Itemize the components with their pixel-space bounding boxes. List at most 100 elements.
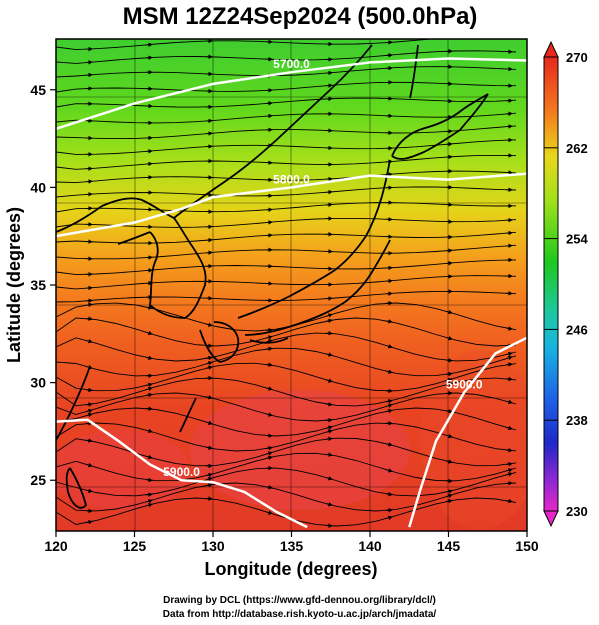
wind-arrow bbox=[145, 305, 153, 310]
y-axis-label: Latitude (degrees) bbox=[4, 207, 24, 363]
wind-arrow bbox=[145, 330, 153, 336]
streamline bbox=[56, 112, 517, 124]
x-tick-label: 135 bbox=[280, 538, 304, 554]
wind-arrow bbox=[325, 476, 333, 481]
wind-arrow bbox=[145, 499, 153, 504]
streamline bbox=[56, 452, 517, 482]
contour-label: 5900.0 bbox=[446, 377, 483, 391]
wind-arrow bbox=[85, 519, 93, 525]
wind-arrow bbox=[325, 429, 333, 434]
contour-line bbox=[56, 172, 527, 238]
wind-arrow bbox=[505, 498, 513, 504]
wind-arrow bbox=[205, 482, 213, 488]
y-axis: 25 30 35 40 45 bbox=[30, 82, 56, 488]
ryukyu-coast bbox=[179, 397, 197, 433]
wind-arrow bbox=[505, 355, 513, 361]
wind-arrow bbox=[325, 83, 333, 88]
warm-patch bbox=[420, 350, 527, 530]
wind-arrow bbox=[145, 382, 153, 388]
colorbar-label: 262 bbox=[566, 141, 588, 156]
wind-arrow bbox=[145, 428, 153, 434]
wind-arrow bbox=[265, 510, 273, 515]
kyushu-coast bbox=[199, 321, 240, 363]
wind-arrow bbox=[325, 425, 333, 430]
wind-arrow bbox=[265, 445, 273, 451]
x-tick-label: 145 bbox=[437, 538, 461, 554]
wind-arrow bbox=[85, 338, 93, 344]
hokkaido-coast bbox=[391, 93, 489, 160]
wind-arrow bbox=[445, 433, 453, 439]
wind-arrow bbox=[505, 111, 513, 117]
x-axis: 120 125 130 135 140 145 150 bbox=[44, 531, 539, 554]
colorbar-label: 246 bbox=[566, 322, 588, 337]
wind-arrow bbox=[145, 502, 153, 508]
streamline bbox=[56, 50, 517, 64]
streamline bbox=[56, 66, 517, 78]
wind-arrow bbox=[325, 502, 333, 507]
wind-arrow bbox=[445, 489, 453, 494]
streamline bbox=[56, 186, 517, 198]
wind-arrow bbox=[205, 445, 213, 450]
wind-arrow bbox=[445, 141, 453, 147]
wind-arrow bbox=[145, 406, 153, 411]
wind-arrow bbox=[205, 322, 213, 327]
streamline bbox=[56, 202, 517, 213]
wind-arrow bbox=[145, 148, 153, 154]
wind-arrow bbox=[325, 436, 333, 442]
wind-arrow bbox=[85, 488, 93, 493]
streamline bbox=[56, 217, 517, 228]
streamline bbox=[56, 482, 517, 512]
streamline bbox=[56, 317, 517, 347]
korea-coast bbox=[149, 217, 207, 319]
wind-arrow bbox=[265, 335, 273, 340]
wind-arrow bbox=[85, 438, 93, 443]
streamline bbox=[56, 170, 517, 184]
wind-arrow bbox=[385, 278, 393, 284]
wind-arrow bbox=[265, 451, 273, 456]
wind-arrow bbox=[505, 399, 513, 404]
wind-arrow bbox=[145, 454, 153, 460]
wind-arrow bbox=[325, 352, 333, 357]
wind-arrow bbox=[445, 358, 453, 363]
wind-arrow bbox=[265, 346, 273, 351]
wind-arrow bbox=[145, 42, 153, 47]
wind-arrow bbox=[385, 344, 393, 349]
x-tick-label: 125 bbox=[123, 538, 147, 554]
colorbar: 270 262 254 246 238 230 bbox=[543, 40, 588, 528]
wind-arrow bbox=[265, 327, 273, 333]
taiwan-coast bbox=[65, 467, 87, 509]
x-tick-label: 150 bbox=[515, 538, 539, 554]
y-tick-label: 35 bbox=[30, 277, 46, 293]
wind-arrow bbox=[145, 268, 153, 273]
wind-arrow bbox=[85, 285, 93, 291]
streamline bbox=[56, 290, 517, 303]
wind-arrow bbox=[505, 326, 513, 331]
streamline bbox=[56, 139, 517, 155]
streamline bbox=[56, 275, 517, 290]
wind-arrow bbox=[385, 408, 393, 414]
wind-arrow bbox=[85, 316, 93, 321]
streamline bbox=[56, 407, 517, 437]
wind-arrow bbox=[325, 202, 333, 208]
wind-arrow bbox=[385, 508, 393, 513]
x-tick-label: 130 bbox=[201, 538, 225, 554]
russia-coast bbox=[173, 44, 373, 219]
wind-arrow bbox=[145, 386, 153, 392]
streamline bbox=[56, 377, 517, 407]
map-title: MSM 12Z24Sep2024 (500.0hPa) bbox=[123, 3, 478, 30]
wind-arrow bbox=[85, 298, 93, 303]
streamline bbox=[56, 347, 517, 377]
wind-arrow bbox=[445, 335, 453, 341]
x-tick-label: 120 bbox=[44, 538, 68, 554]
wind-arrow bbox=[505, 461, 513, 467]
wind-arrow bbox=[445, 309, 453, 315]
wind-arrow bbox=[505, 468, 513, 473]
wind-arrow bbox=[325, 418, 333, 423]
wind-arrow bbox=[265, 339, 273, 344]
wind-arrow bbox=[325, 378, 333, 383]
streamline bbox=[56, 154, 517, 170]
wind-arrow bbox=[385, 399, 393, 404]
wind-arrow bbox=[325, 189, 333, 195]
wind-arrow bbox=[325, 402, 333, 407]
streamline bbox=[56, 39, 437, 51]
